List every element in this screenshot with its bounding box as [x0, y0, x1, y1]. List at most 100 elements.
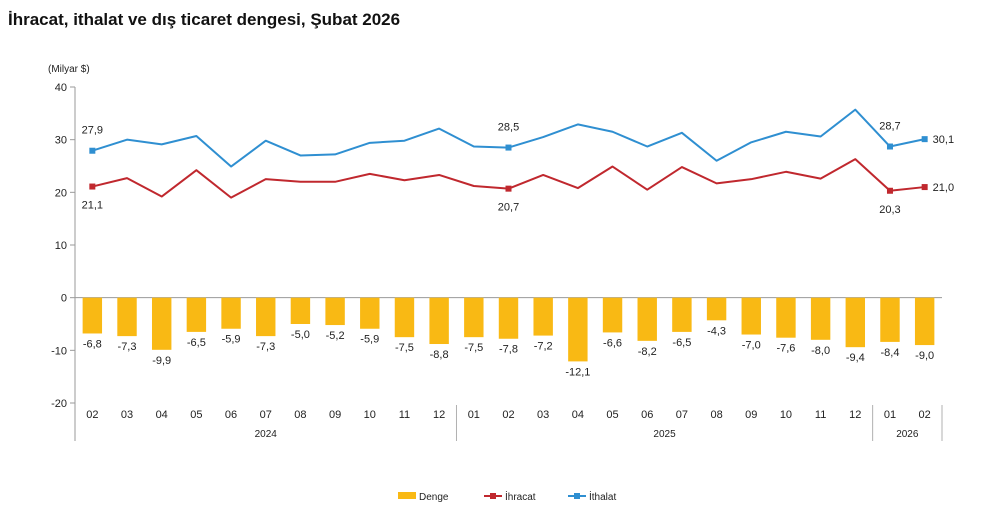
x-tick-label: 03 — [537, 409, 549, 421]
x-tick-label: 10 — [364, 409, 376, 421]
denge-bar — [394, 297, 415, 338]
year-group-label: 2024 — [255, 429, 278, 440]
denge-bar — [360, 297, 380, 329]
x-tick-label: 01 — [468, 409, 480, 421]
x-tick-label: 02 — [86, 409, 98, 421]
ihracat-point-marker — [921, 184, 928, 191]
denge-bar — [290, 297, 311, 324]
denge-bar — [776, 297, 796, 338]
x-tick-label: 05 — [606, 409, 618, 421]
y-tick-label: 30 — [55, 135, 67, 147]
ithalat-value-label: 28,7 — [879, 121, 900, 133]
denge-bar — [498, 297, 519, 339]
legend-marker — [490, 493, 496, 499]
denge-bar — [810, 297, 831, 340]
y-tick-label: 20 — [55, 187, 67, 199]
denge-bar — [117, 297, 137, 337]
x-tick-label: 11 — [815, 409, 826, 421]
ihracat-value-label: 21,1 — [82, 200, 103, 212]
x-tick-label: 05 — [190, 409, 202, 421]
denge-bar-label: -9,9 — [152, 355, 171, 367]
legend-swatch — [398, 492, 416, 499]
x-tick-label: 12 — [433, 409, 445, 421]
denge-bar-label: -6,6 — [603, 337, 622, 349]
x-tick-label: 07 — [260, 409, 272, 421]
ihracat-point-marker — [886, 187, 893, 194]
denge-bar-label: -7,8 — [499, 344, 518, 356]
y-tick-label: 10 — [55, 240, 67, 252]
ihracat-value-label: 20,3 — [879, 204, 900, 216]
denge-bar — [602, 297, 623, 333]
legend-label: Denge — [419, 492, 449, 503]
denge-bar-label: -12,1 — [565, 366, 590, 378]
denge-bar-label: -7,3 — [256, 341, 275, 353]
x-tick-label: 11 — [399, 409, 410, 421]
y-tick-label: -20 — [51, 398, 67, 410]
legend-label: İthalat — [589, 490, 616, 503]
ihracat-point-marker — [89, 183, 96, 190]
denge-bar-label: -9,4 — [846, 352, 865, 364]
denge-bar — [845, 297, 866, 348]
year-group-label: 2025 — [653, 429, 676, 440]
denge-bar-label: -5,0 — [291, 329, 310, 341]
ihracat-point-marker — [505, 185, 512, 192]
ithalat-point-marker — [921, 136, 928, 143]
x-tick-label: 02 — [502, 409, 514, 421]
chart-title: İhracat, ithalat ve dış ticaret dengesi,… — [8, 10, 401, 29]
denge-bar — [429, 297, 449, 345]
denge-bar-label: -5,2 — [326, 330, 345, 342]
x-tick-label: 04 — [156, 409, 168, 421]
ithalat-point-marker — [505, 144, 512, 151]
denge-bar-label: -8,2 — [638, 346, 657, 358]
year-group-label: 2026 — [896, 429, 919, 440]
denge-bar — [325, 297, 345, 326]
legend-marker — [574, 493, 580, 499]
ithalat-value-label: 28,5 — [498, 122, 519, 134]
y-axis-unit-label: (Milyar $) — [48, 64, 90, 75]
x-tick-label: 08 — [294, 409, 306, 421]
x-tick-label: 04 — [572, 409, 584, 421]
denge-bar — [186, 297, 207, 332]
x-tick-label: 09 — [745, 409, 757, 421]
denge-bar — [637, 297, 657, 341]
x-tick-label: 07 — [676, 409, 688, 421]
denge-bar — [256, 297, 276, 337]
x-tick-label: 06 — [225, 409, 237, 421]
denge-bar-label: -8,0 — [811, 345, 830, 357]
y-tick-label: 40 — [55, 82, 67, 94]
ihracat-value-label: 20,7 — [498, 202, 519, 214]
denge-bar-label: -7,5 — [395, 342, 414, 354]
legend-item-denge: Denge — [398, 492, 449, 503]
denge-bar-label: -7,5 — [464, 342, 483, 354]
ithalat-value-label: 30,1 — [933, 134, 954, 146]
ihracat-value-label: 21,0 — [933, 182, 954, 194]
legend-item-ihracat: İhracat — [484, 490, 536, 503]
denge-bar — [151, 297, 172, 350]
ihracat-line — [92, 158, 925, 199]
ithalat-point-marker — [89, 147, 96, 154]
denge-bar-label: -7,6 — [776, 343, 795, 355]
ithalat-line — [92, 108, 925, 168]
denge-bar — [533, 297, 553, 336]
denge-bar-label: -7,3 — [118, 341, 137, 353]
ithalat-value-label: 27,9 — [82, 125, 103, 137]
denge-bar — [82, 297, 103, 334]
denge-bar-label: -5,9 — [222, 334, 241, 346]
denge-bar-label: -6,5 — [187, 337, 206, 349]
x-tick-label: 02 — [919, 409, 931, 421]
y-tick-label: 0 — [61, 293, 67, 305]
x-tick-label: 01 — [884, 409, 896, 421]
denge-bar — [914, 297, 935, 346]
denge-bar — [672, 297, 692, 332]
x-tick-label: 06 — [641, 409, 653, 421]
denge-bar-label: -9,0 — [915, 350, 934, 362]
denge-bar-label: -4,3 — [707, 325, 726, 337]
denge-bar — [221, 297, 241, 329]
x-tick-label: 12 — [849, 409, 861, 421]
denge-bar-label: -8,8 — [430, 349, 449, 361]
denge-bar-label: -6,8 — [83, 338, 102, 350]
x-tick-label: 08 — [710, 409, 722, 421]
denge-bar-label: -5,9 — [360, 334, 379, 346]
denge-bar-label: -6,5 — [672, 337, 691, 349]
